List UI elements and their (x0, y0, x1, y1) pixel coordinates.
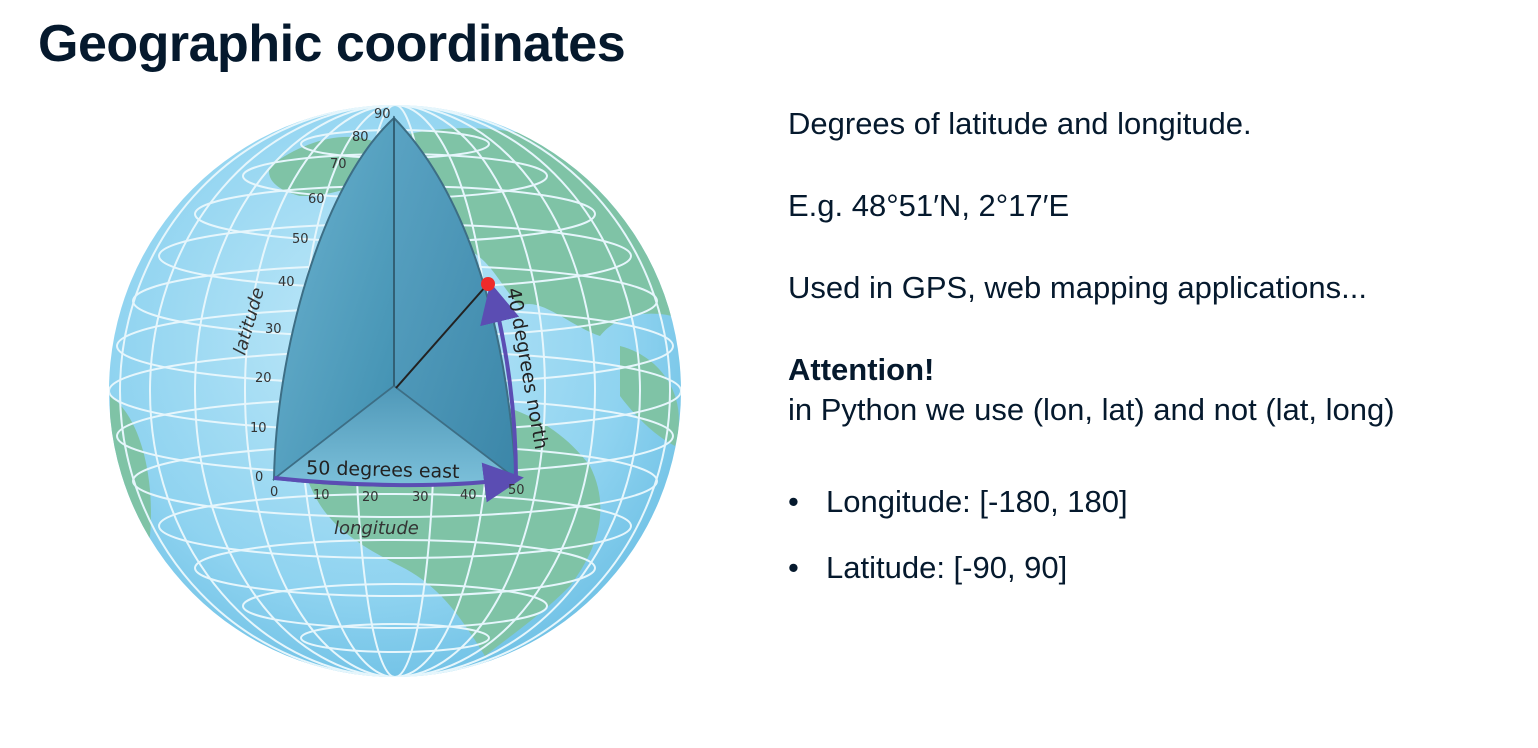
lon-tick: 30 (412, 490, 429, 505)
location-point (481, 277, 495, 291)
globe-coordinates-figure: 0 10 20 30 40 50 60 70 80 90 0 10 20 30 … (100, 96, 700, 686)
lat-tick: 40 (278, 275, 295, 290)
lon-tick: 0 (270, 485, 278, 500)
range-list: Longitude: [-180, 180] Latitude: [-90, 9… (788, 482, 1128, 614)
lat-tick: 80 (352, 130, 369, 145)
lat-tick: 0 (255, 470, 263, 485)
lon-tick: 20 (362, 490, 379, 505)
radius-line (395, 285, 487, 389)
lat-tick: 10 (250, 421, 267, 436)
longitude-axis-label: longitude (334, 518, 419, 539)
description-text: Degrees of latitude and longitude. (788, 106, 1252, 141)
globe-diagram: 0 10 20 30 40 50 60 70 80 90 0 10 20 30 … (109, 105, 681, 677)
attention-text: in Python we use (lon, lat) and not (lat… (788, 392, 1395, 428)
coordinate-wedge (272, 115, 518, 487)
longitude-tick-labels: 0 10 20 30 40 50 (270, 483, 525, 505)
north-arrow (480, 282, 520, 481)
attention-heading: Attention! (788, 352, 935, 387)
east-arrow-label: 50 degrees east (306, 457, 460, 483)
list-item: Longitude: [-180, 180] (788, 482, 1128, 548)
page-title: Geographic coordinates (38, 15, 626, 73)
lat-tick: 30 (265, 322, 282, 337)
east-arrow (273, 462, 524, 503)
lat-tick: 50 (292, 232, 309, 247)
lat-tick: 20 (255, 371, 272, 386)
lon-tick: 40 (460, 488, 477, 503)
lat-tick: 60 (308, 192, 325, 207)
attention-block: Attention! in Python we use (lon, lat) a… (788, 350, 1395, 431)
list-item: Latitude: [-90, 90] (788, 548, 1128, 614)
usage-text: Used in GPS, web mapping applications... (788, 270, 1367, 305)
example-text: E.g. 48°51′N, 2°17′E (788, 188, 1070, 223)
lat-tick: 70 (330, 157, 347, 172)
latitude-tick-labels: 0 10 20 30 40 50 60 70 80 90 (250, 107, 391, 485)
lon-tick: 50 (508, 483, 525, 498)
lon-tick: 10 (313, 488, 330, 503)
lat-tick: 90 (374, 107, 391, 122)
